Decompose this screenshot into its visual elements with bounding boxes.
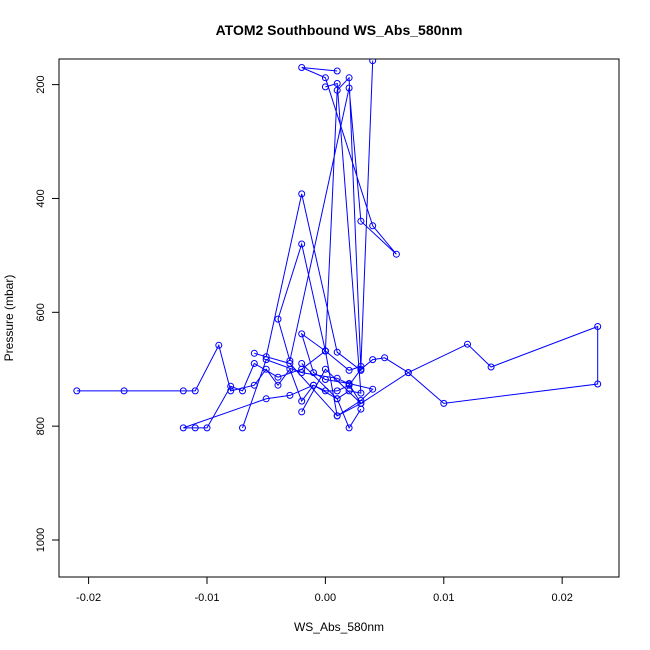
data-point: [333, 80, 341, 87]
y-tick-label: 400: [35, 189, 47, 207]
data-point: [487, 363, 495, 371]
data-point: [298, 360, 306, 367]
data-point: [274, 315, 282, 323]
data-point: [298, 408, 306, 416]
data-point: [321, 83, 329, 91]
series-line: [242, 358, 362, 429]
data-point: [215, 341, 223, 349]
data-point: [286, 391, 294, 399]
data-point: [594, 323, 602, 330]
data-point: [298, 369, 306, 377]
data-point: [274, 373, 282, 381]
data-point: [333, 348, 341, 356]
data-point: [227, 387, 235, 395]
data-point: [345, 424, 353, 432]
x-axis: -0.02 -0.01 0.00 0.01 0.02: [76, 576, 573, 604]
data-point: [357, 366, 365, 374]
data-point: [440, 399, 448, 407]
data-point: [369, 222, 377, 230]
data-point: [191, 387, 199, 395]
data-point: [357, 389, 365, 397]
data-point: [333, 374, 341, 382]
data-point: [333, 412, 341, 420]
data-point: [333, 67, 341, 75]
data-point: [239, 424, 246, 432]
data-point: [250, 360, 258, 367]
data-point: [203, 424, 211, 432]
data-point: [298, 190, 306, 198]
data-point: [392, 250, 400, 258]
data-point: [286, 357, 294, 365]
chart-title: ATOM2 Southbound WS_Abs_580nm: [216, 22, 463, 38]
data-point: [333, 395, 341, 403]
x-axis-label: WS_Abs_580nm: [294, 620, 384, 634]
data-point: [404, 369, 412, 377]
series-3: [298, 80, 365, 403]
data-point: [369, 385, 377, 393]
data-point: [357, 362, 365, 370]
data-point: [262, 395, 270, 403]
y-axis-label: Pressure (mbar): [2, 275, 16, 362]
series-line: [254, 60, 397, 417]
x-tick-label: -0.01: [194, 592, 219, 604]
data-point: [298, 64, 306, 71]
y-tick-label: 800: [35, 417, 47, 435]
data-point: [239, 387, 246, 395]
data-point: [594, 380, 602, 388]
data-point: [286, 360, 294, 367]
data-point: [369, 356, 377, 364]
data-point: [298, 240, 306, 248]
data-point: [321, 365, 329, 373]
data-point: [321, 387, 329, 395]
series-line: [301, 82, 362, 400]
y-axis: 200 400 600 800 1000: [35, 75, 60, 552]
data-point: [369, 59, 377, 65]
data-point: [345, 366, 353, 374]
data-point: [345, 84, 353, 92]
data-point: [120, 387, 128, 395]
data-point: [298, 397, 306, 405]
data-point: [345, 380, 353, 388]
data-point: [179, 424, 187, 432]
data-point: [357, 217, 365, 225]
data-point: [381, 354, 389, 362]
data-point: [262, 356, 270, 364]
series-2: [250, 59, 400, 420]
y-tick-label: 600: [35, 303, 47, 321]
data-point: [345, 74, 353, 82]
data-point: [464, 340, 471, 348]
data-point: [179, 387, 187, 395]
y-tick-label: 1000: [35, 528, 47, 552]
plot-area: [73, 59, 602, 432]
series-4: [239, 356, 365, 432]
data-point: [250, 349, 258, 357]
data-point: [274, 381, 282, 389]
x-tick-label: -0.02: [76, 592, 101, 604]
data-point: [191, 424, 199, 432]
data-point: [345, 387, 353, 395]
x-tick-label: 0.02: [551, 592, 572, 604]
data-point: [333, 387, 341, 395]
x-tick-label: 0.01: [433, 592, 454, 604]
data-point: [73, 387, 81, 395]
x-tick-label: 0.00: [315, 592, 336, 604]
data-point: [321, 74, 329, 82]
data-point: [321, 347, 329, 355]
series-1: [73, 323, 602, 432]
data-point: [298, 330, 306, 338]
series-layer: [73, 59, 602, 432]
y-tick-label: 200: [35, 75, 47, 93]
data-point: [357, 399, 365, 407]
data-point: [227, 382, 235, 390]
